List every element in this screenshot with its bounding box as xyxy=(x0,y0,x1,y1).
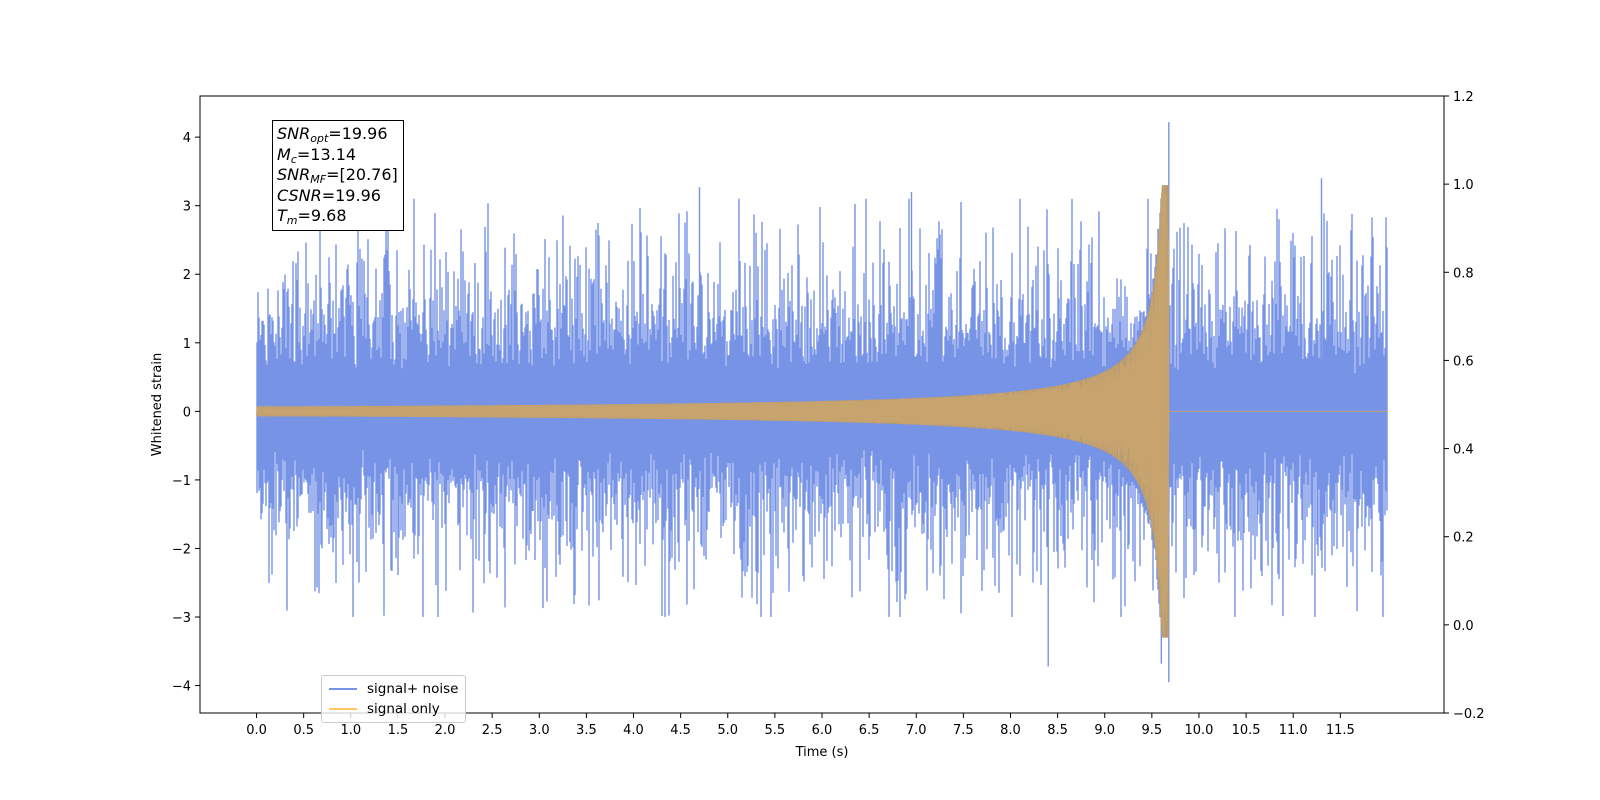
snr-mf-value: =[20.76] xyxy=(326,165,398,184)
chirp-mass-subscript: c xyxy=(290,152,297,166)
x-tick-label: 4.5 xyxy=(670,723,691,738)
chirp-mass-symbol: M xyxy=(277,144,291,164)
legend-item-signal-only: signal only xyxy=(329,699,458,719)
y-axis-label: Whitened strain xyxy=(150,353,165,456)
parameter-info-box: SNRopt=19.96 Mc=13.14 SNRMF=[20.76] CSNR… xyxy=(272,120,404,231)
snr-opt-line: SNRopt=19.96 xyxy=(277,124,398,145)
legend-swatch-signal-only xyxy=(329,708,357,710)
y2-tick-label: 0.2 xyxy=(1453,531,1474,546)
x-tick-label: 7.0 xyxy=(906,723,927,738)
x-tick-label: 5.5 xyxy=(765,723,786,738)
y2-tick-label: 0.8 xyxy=(1453,266,1474,281)
legend-swatch-signal-plus-noise xyxy=(329,688,357,690)
x-tick-label: 5.0 xyxy=(717,723,738,738)
snr-mf-line: SNRMF=[20.76] xyxy=(277,165,398,186)
merger-time-symbol: T xyxy=(277,206,287,225)
x-tick-label: 9.0 xyxy=(1094,723,1115,738)
csnr-line: CSNR=19.96 xyxy=(277,186,398,207)
x-tick-label: 1.0 xyxy=(340,723,361,738)
y-tick-label: −2 xyxy=(172,542,191,557)
x-tick-label: 1.5 xyxy=(388,723,409,738)
y2-tick-label: 1.2 xyxy=(1453,90,1474,105)
y-tick-label: 4 xyxy=(183,131,191,146)
y-tick-label: −1 xyxy=(172,474,191,489)
snr-mf-symbol: SNR xyxy=(277,165,311,184)
x-tick-label: 10.0 xyxy=(1184,723,1213,738)
snr-mf-subscript: MF xyxy=(310,173,327,186)
x-tick-label: 4.0 xyxy=(623,723,644,738)
x-tick-label: 8.0 xyxy=(1000,723,1021,738)
signal-only-series xyxy=(256,185,1388,638)
x-tick-label: 3.0 xyxy=(529,723,550,738)
y-tick-label: 2 xyxy=(183,268,191,283)
y-tick-label: −4 xyxy=(172,680,191,695)
x-axis: 0.0 0.5 1.0 1.5 2.0 2.5 3.0 3.5 4.0 4.5 5.0 5.5 6.0 6… xyxy=(246,713,1355,738)
snr-opt-subscript: opt xyxy=(310,132,329,145)
chirp-mass-value: =13.14 xyxy=(296,144,357,164)
y-tick-label: −3 xyxy=(172,611,191,626)
x-tick-label: 9.5 xyxy=(1142,723,1163,738)
x-tick-label: 0.0 xyxy=(246,723,267,738)
x-tick-label: 3.5 xyxy=(576,723,597,738)
x-tick-label: 0.5 xyxy=(293,723,314,738)
y2-tick-label: 1.0 xyxy=(1453,178,1474,193)
signal-trace xyxy=(256,185,1388,637)
legend-label-signal-plus-noise: signal+ noise xyxy=(367,681,459,697)
csnr-value: =19.96 xyxy=(321,185,381,205)
y-axis-left: −4 −3 −2 −1 0 1 2 3 4 xyxy=(172,131,200,695)
y2-tick-label: 0.6 xyxy=(1453,354,1474,369)
legend-item-signal-plus-noise: signal+ noise xyxy=(329,679,458,699)
y2-tick-label: 0.4 xyxy=(1453,443,1474,458)
x-tick-label: 11.0 xyxy=(1279,723,1308,738)
y-axis-right: −0.2 0.0 0.2 0.4 0.6 0.8 1.0 1.2 xyxy=(1444,90,1485,722)
merger-time-subscript: m xyxy=(286,214,298,227)
y-tick-label: 0 xyxy=(183,405,191,420)
snr-opt-value: =19.96 xyxy=(328,124,388,143)
x-tick-label: 6.0 xyxy=(812,723,833,738)
x-tick-label: 2.5 xyxy=(482,723,503,738)
y-tick-label: 3 xyxy=(183,200,191,215)
x-tick-label: 8.5 xyxy=(1047,723,1068,738)
x-tick-label: 10.5 xyxy=(1232,723,1261,738)
chirp-mass-line: Mc=13.14 xyxy=(277,145,398,166)
y2-tick-label: −0.2 xyxy=(1453,707,1485,722)
csnr-symbol: CSNR xyxy=(277,185,322,205)
x-axis-label: Time (s) xyxy=(795,745,849,760)
x-tick-label: 7.5 xyxy=(953,723,974,738)
x-tick-label: 2.0 xyxy=(435,723,456,738)
legend: signal+ noise signal only xyxy=(321,675,467,723)
merger-time-line: Tm=9.68 xyxy=(277,206,398,227)
x-tick-label: 11.5 xyxy=(1326,723,1355,738)
y-tick-label: 1 xyxy=(183,337,191,352)
x-tick-label: 6.5 xyxy=(859,723,880,738)
merger-time-value: =9.68 xyxy=(297,206,347,225)
y2-tick-label: 0.0 xyxy=(1453,619,1474,634)
snr-opt-symbol: SNR xyxy=(277,124,311,143)
legend-label-signal-only: signal only xyxy=(367,701,440,717)
